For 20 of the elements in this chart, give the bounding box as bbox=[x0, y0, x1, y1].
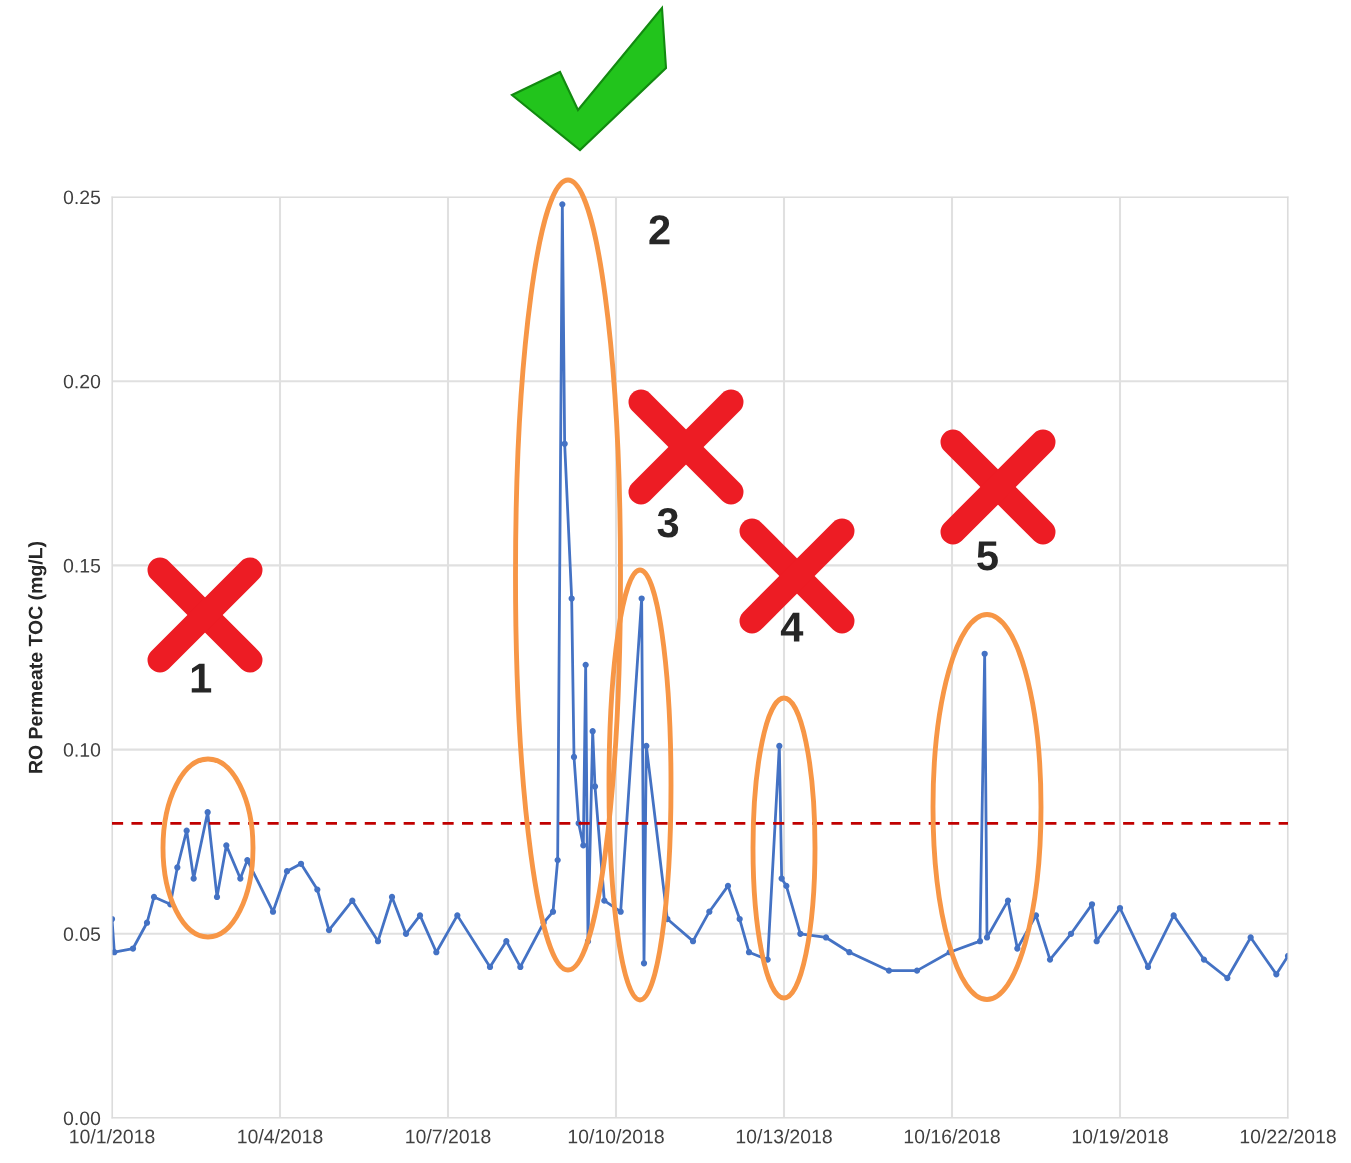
x-tick-label: 10/13/2018 bbox=[736, 1129, 832, 1144]
x-tick-label: 10/7/2018 bbox=[406, 1129, 491, 1144]
annotation: 5 bbox=[977, 541, 998, 571]
x-tick-label: 10/1/2018 bbox=[70, 1129, 155, 1144]
annotation: 3 bbox=[657, 508, 679, 538]
y-tick-label: 0.20 bbox=[63, 374, 101, 389]
y-axis-title: RO Permeate TOC (mg/L) bbox=[28, 541, 47, 773]
y-tick-label: 0.00 bbox=[63, 1111, 101, 1126]
x-tick-label: 10/4/2018 bbox=[238, 1129, 323, 1144]
y-tick-label: 0.15 bbox=[63, 558, 101, 573]
x-tick-label: 10/16/2018 bbox=[904, 1129, 1000, 1144]
x-tick-label: 10/10/2018 bbox=[568, 1129, 664, 1144]
x-tick-label: 10/22/2018 bbox=[1240, 1129, 1336, 1144]
y-tick-label: 0.10 bbox=[63, 743, 101, 757]
annotation: 2 bbox=[649, 215, 670, 245]
annotation: 4 bbox=[780, 612, 804, 642]
annotation: 1 bbox=[191, 663, 212, 693]
y-tick-label: 0.25 bbox=[63, 190, 101, 205]
y-tick-label: 0.05 bbox=[63, 927, 101, 942]
x-tick-label: 10/19/2018 bbox=[1072, 1129, 1168, 1144]
